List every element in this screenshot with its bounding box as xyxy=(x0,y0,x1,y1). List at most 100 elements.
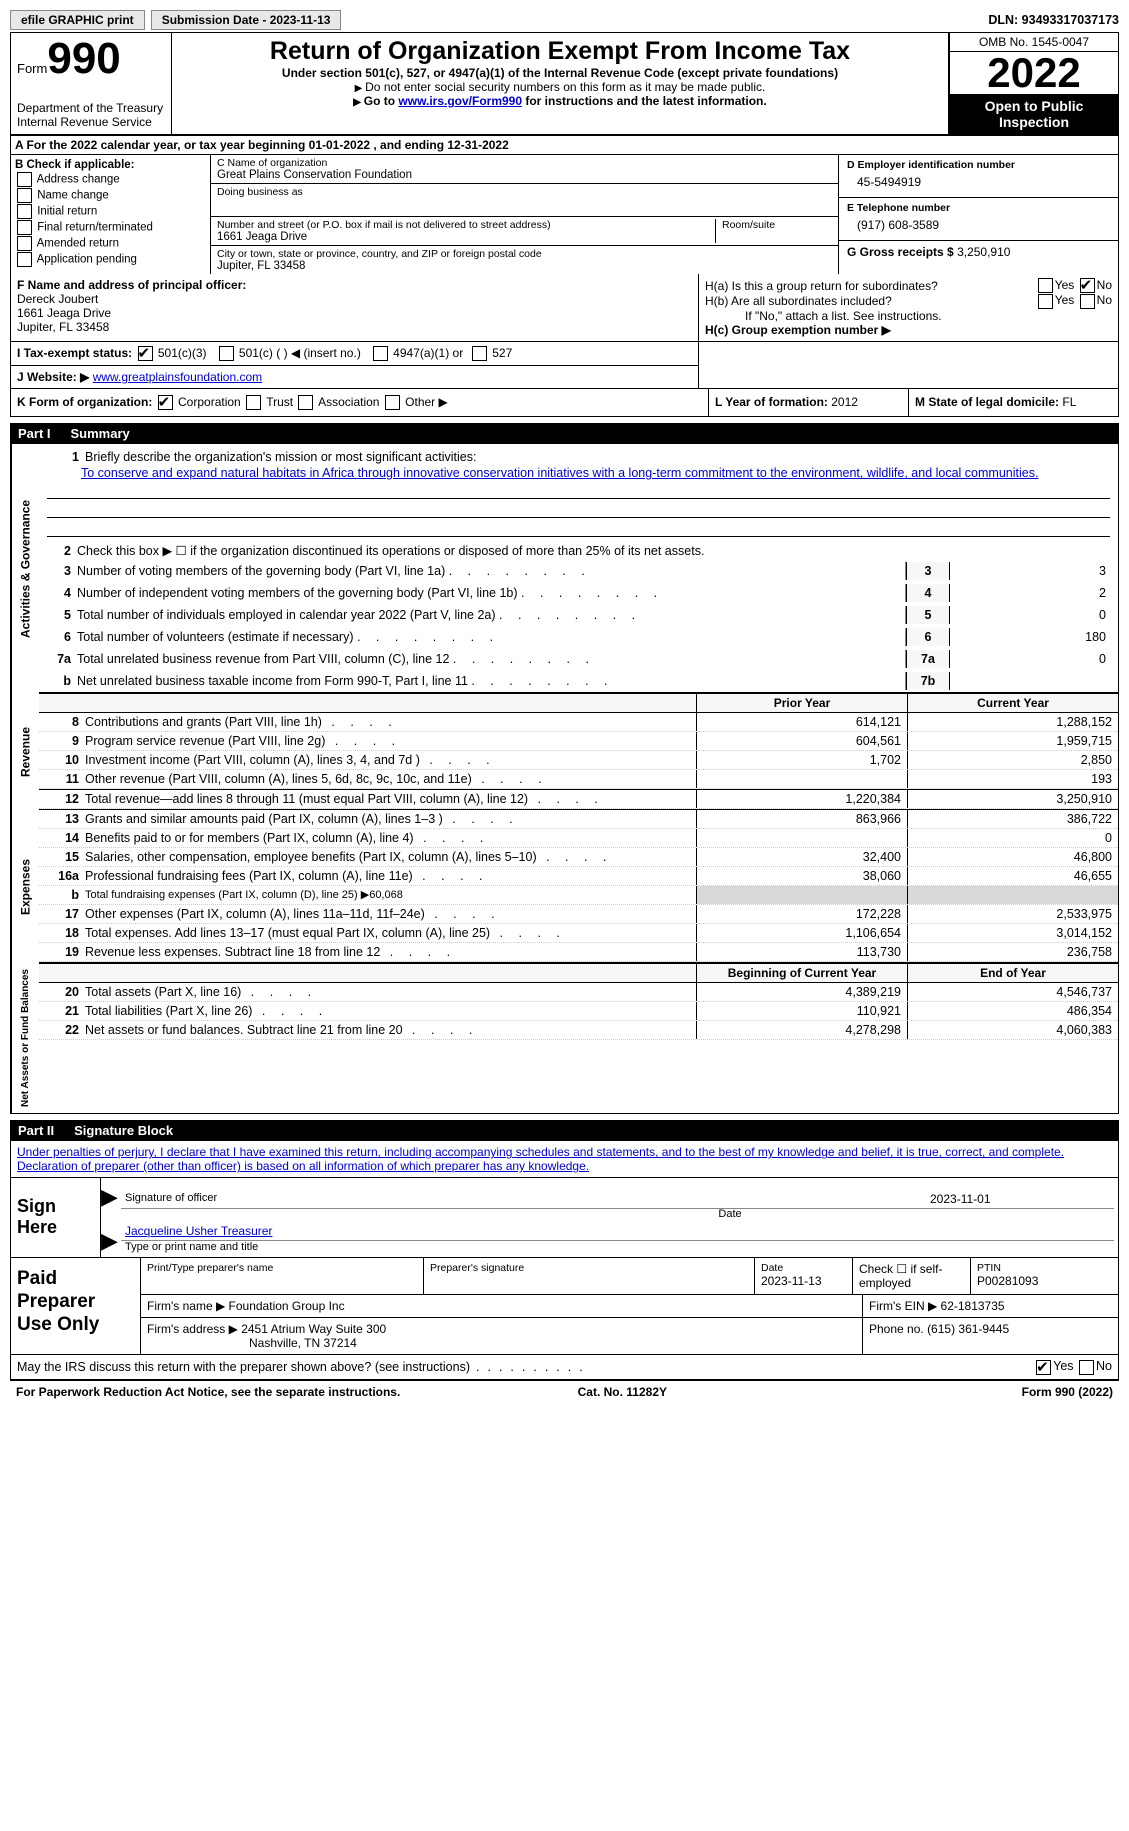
section-b: B Check if applicable: Address change Na… xyxy=(11,155,211,274)
mission-q: Briefly describe the organization's miss… xyxy=(85,450,1106,464)
cb-amended[interactable] xyxy=(17,236,32,251)
cb-corp[interactable] xyxy=(158,395,173,410)
discuss-no[interactable] xyxy=(1079,1360,1094,1375)
footer-right: Form 990 (2022) xyxy=(1022,1385,1113,1399)
mission-text: To conserve and expand natural habitats … xyxy=(47,466,1110,480)
gross-receipts: 3,250,910 xyxy=(957,245,1010,259)
officer-label: F Name and address of principal officer: xyxy=(17,278,692,292)
dba-label: Doing business as xyxy=(217,186,832,214)
main-title: Return of Organization Exempt From Incom… xyxy=(176,37,944,66)
city-label: City or town, state or province, country… xyxy=(217,248,832,260)
cb-501c3[interactable] xyxy=(138,346,153,361)
cb-final[interactable] xyxy=(17,220,32,235)
address-label: Number and street (or P.O. box if mail i… xyxy=(217,219,715,231)
h-c: H(c) Group exemption number ▶ xyxy=(705,323,1112,337)
i-label: I Tax-exempt status: xyxy=(17,346,132,360)
gov-line: 6Total number of volunteers (estimate if… xyxy=(39,626,1118,648)
k-label: K Form of organization: xyxy=(17,395,152,409)
ein: 45-5494919 xyxy=(847,171,1110,193)
form-word: Form xyxy=(17,61,47,76)
vlabel-net: Net Assets or Fund Balances xyxy=(11,963,39,1113)
cb-501c[interactable] xyxy=(219,346,234,361)
paid-preparer-label: Paid Preparer Use Only xyxy=(11,1258,141,1354)
self-employed: Check ☐ if self-employed xyxy=(853,1258,971,1294)
col-begin-year: Beginning of Current Year xyxy=(696,964,907,982)
fin-row: 17Other expenses (Part IX, column (A), l… xyxy=(39,905,1118,924)
hb-yes[interactable] xyxy=(1038,294,1053,309)
submission-date-button[interactable]: Submission Date - 2023-11-13 xyxy=(151,10,342,30)
sig-name: Jacqueline Usher Treasurer xyxy=(125,1224,272,1238)
tel: (917) 608-3589 xyxy=(847,214,1110,236)
address: 1661 Jeaga Drive xyxy=(217,231,715,243)
j-label: J Website: ▶ xyxy=(17,370,93,384)
vlabel-governance: Activities & Governance xyxy=(11,444,39,693)
cb-assoc[interactable] xyxy=(298,395,313,410)
part-1-header: Part ISummary xyxy=(10,423,1119,444)
sub-line-3: Go to www.irs.gov/Form990 for instructio… xyxy=(176,94,944,108)
fin-row: 11Other revenue (Part VIII, column (A), … xyxy=(39,770,1118,789)
line-2: Check this box ▶ ☐ if the organization d… xyxy=(77,543,1114,558)
form-block: Form 990 Department of the Treasury Inte… xyxy=(11,33,172,134)
cb-527[interactable] xyxy=(472,346,487,361)
year-formation: 2012 xyxy=(831,395,858,409)
cb-4947[interactable] xyxy=(373,346,388,361)
firm-name: Foundation Group Inc xyxy=(229,1299,345,1313)
state-domicile: FL xyxy=(1062,395,1076,409)
officer-addr2: Jupiter, FL 33458 xyxy=(17,320,692,334)
fin-row: 18Total expenses. Add lines 13–17 (must … xyxy=(39,924,1118,943)
discuss-yes[interactable] xyxy=(1036,1360,1051,1375)
gov-line: 5Total number of individuals employed in… xyxy=(39,604,1118,626)
cb-other[interactable] xyxy=(385,395,400,410)
footer-left: For Paperwork Reduction Act Notice, see … xyxy=(16,1385,400,1399)
tel-label: E Telephone number xyxy=(847,202,1110,214)
ha-yes[interactable] xyxy=(1038,278,1053,293)
sub-line-1: Under section 501(c), 527, or 4947(a)(1)… xyxy=(176,66,944,80)
firm-addr1: 2451 Atrium Way Suite 300 xyxy=(241,1322,386,1336)
form-number: 990 xyxy=(47,37,120,81)
ha-no[interactable] xyxy=(1080,278,1095,293)
vlabel-revenue: Revenue xyxy=(11,693,39,810)
sig-name-label: Type or print name and title xyxy=(105,1241,1114,1253)
cb-initial[interactable] xyxy=(17,204,32,219)
fin-row: 21Total liabilities (Part X, line 26) . … xyxy=(39,1002,1118,1021)
website-link[interactable]: www.greatplainsfoundation.com xyxy=(93,370,262,384)
dept-text: Department of the Treasury Internal Reve… xyxy=(17,101,165,129)
sub-line-2: Do not enter social security numbers on … xyxy=(176,80,944,94)
dln-label: DLN: 93493317037173 xyxy=(988,13,1119,27)
form990-link[interactable]: www.irs.gov/Form990 xyxy=(398,94,522,108)
officer-addr1: 1661 Jeaga Drive xyxy=(17,306,692,320)
col-prior-year: Prior Year xyxy=(696,694,907,712)
fin-row: 22Net assets or fund balances. Subtract … xyxy=(39,1021,1118,1040)
discuss-text: May the IRS discuss this return with the… xyxy=(17,1360,470,1374)
cb-trust[interactable] xyxy=(246,395,261,410)
fin-row: 13Grants and similar amounts paid (Part … xyxy=(39,810,1118,829)
firm-ein: 62-1813735 xyxy=(941,1299,1005,1313)
gov-line: 4Number of independent voting members of… xyxy=(39,582,1118,604)
fin-row: 15Salaries, other compensation, employee… xyxy=(39,848,1118,867)
fin-row: 14Benefits paid to or for members (Part … xyxy=(39,829,1118,848)
open-public: Open to Public Inspection xyxy=(950,94,1118,134)
efile-button[interactable]: efile GRAPHIC print xyxy=(10,10,145,30)
perjury-text: Under penalties of perjury, I declare th… xyxy=(10,1141,1119,1178)
cb-pending[interactable] xyxy=(17,252,32,267)
gov-line: 3Number of voting members of the governi… xyxy=(39,560,1118,582)
city: Jupiter, FL 33458 xyxy=(217,260,832,272)
vlabel-expenses: Expenses xyxy=(11,810,39,963)
cb-name[interactable] xyxy=(17,188,32,203)
gov-line: 7aTotal unrelated business revenue from … xyxy=(39,648,1118,670)
col-current-year: Current Year xyxy=(907,694,1118,712)
officer-name: Dereck Joubert xyxy=(17,292,692,306)
ein-label: D Employer identification number xyxy=(847,159,1110,171)
prep-date: 2023-11-13 xyxy=(761,1274,846,1288)
footer-center: Cat. No. 11282Y xyxy=(578,1385,667,1399)
tax-year: 2022 xyxy=(950,52,1118,94)
fin-row: 8Contributions and grants (Part VIII, li… xyxy=(39,713,1118,732)
fin-row: 19Revenue less expenses. Subtract line 1… xyxy=(39,943,1118,962)
h-b: H(b) Are all subordinates included? xyxy=(705,294,1036,308)
sig-arrow-icon-2: ▶ xyxy=(101,1228,118,1254)
ptin: P00281093 xyxy=(977,1274,1112,1288)
cb-address[interactable] xyxy=(17,172,32,187)
hb-no[interactable] xyxy=(1080,294,1095,309)
gov-line: bNet unrelated business taxable income f… xyxy=(39,670,1118,692)
sig-arrow-icon: ▶ xyxy=(101,1184,118,1210)
